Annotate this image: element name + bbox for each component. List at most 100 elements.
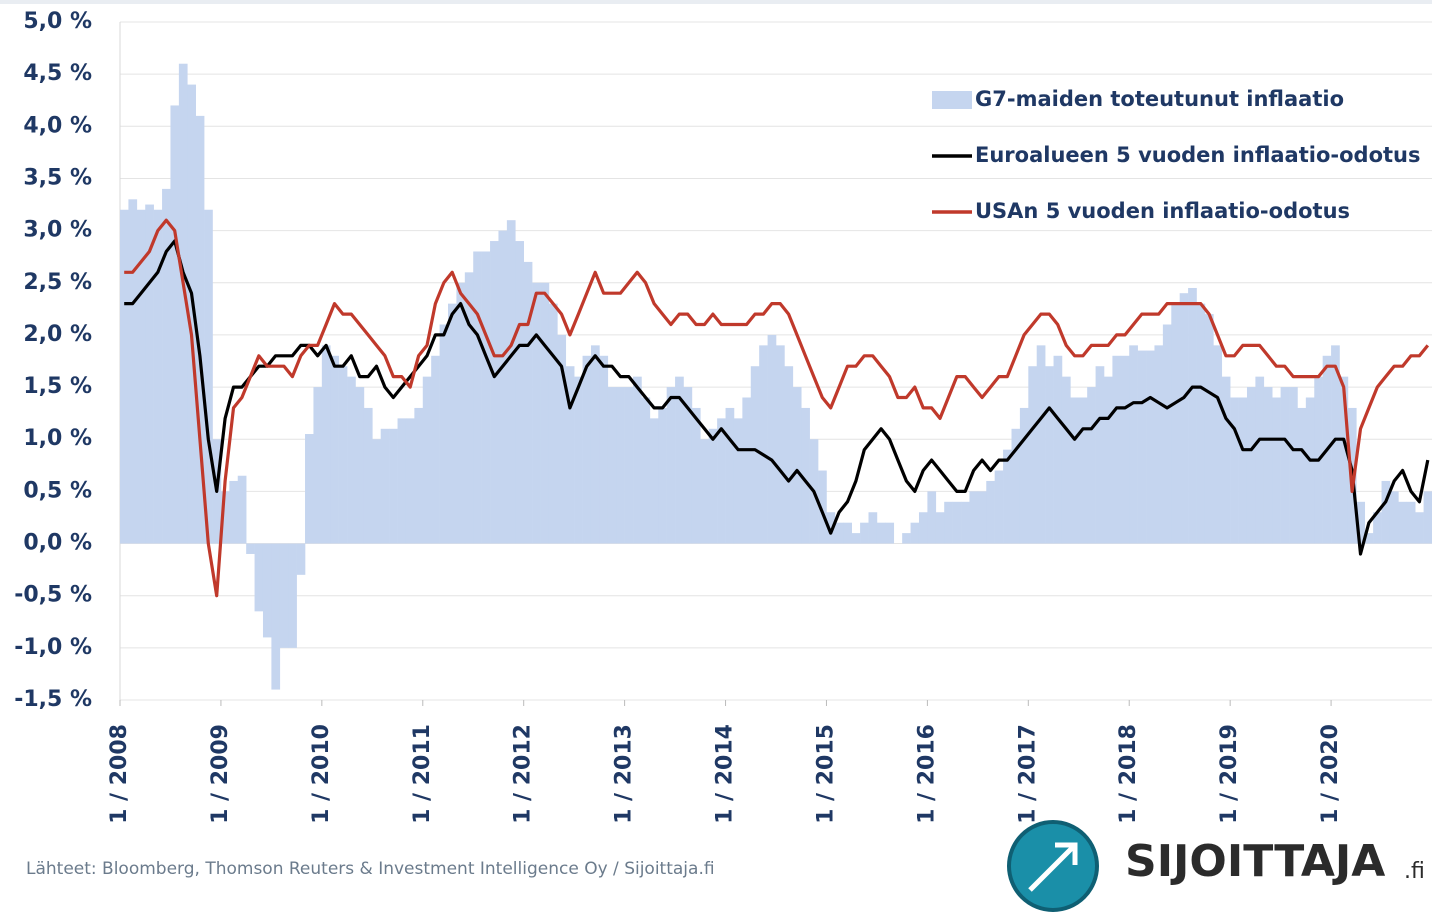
bar xyxy=(313,387,323,544)
bar xyxy=(1104,376,1113,544)
logo-arrow xyxy=(1028,842,1078,892)
bar xyxy=(708,428,718,544)
bar xyxy=(582,355,592,544)
bar xyxy=(1070,397,1080,544)
bar xyxy=(1120,355,1130,544)
bar xyxy=(607,387,617,544)
bar xyxy=(1331,345,1340,544)
bar xyxy=(220,491,230,544)
bar xyxy=(885,522,895,544)
bar xyxy=(145,204,154,544)
bar xyxy=(372,439,382,544)
bar xyxy=(649,418,659,544)
bar xyxy=(548,303,558,544)
bar xyxy=(1003,449,1012,544)
bar xyxy=(187,84,196,544)
bar xyxy=(1230,397,1239,544)
bar xyxy=(801,407,810,544)
bar xyxy=(1297,407,1307,544)
bar xyxy=(237,475,247,544)
bar xyxy=(389,428,398,544)
x-tick-label: 1 / 2010 xyxy=(309,724,334,824)
bar xyxy=(422,376,432,544)
bar xyxy=(792,387,802,544)
bar xyxy=(935,512,945,544)
bar xyxy=(902,533,911,544)
bar xyxy=(464,272,474,544)
bar xyxy=(170,105,180,544)
bar xyxy=(851,533,861,544)
legend-label: G7-maiden toteutunut inflaatio xyxy=(975,87,1344,111)
bar xyxy=(1221,376,1231,544)
source: Lähteet: Bloomberg, Thomson Reuters & In… xyxy=(26,859,715,879)
bar xyxy=(927,491,937,544)
bar xyxy=(994,470,1004,544)
bar xyxy=(565,366,575,544)
bar xyxy=(515,241,524,544)
x-tick-label: 1 / 2016 xyxy=(914,724,939,824)
bar xyxy=(1423,491,1432,544)
logo-name: SIJOITTAJA xyxy=(1125,836,1385,887)
bar xyxy=(162,188,171,544)
x-tick-label: 1 / 2008 xyxy=(107,724,132,824)
legend-swatch xyxy=(932,91,972,109)
bar xyxy=(229,480,239,544)
bar xyxy=(557,334,567,544)
bar xyxy=(834,522,844,544)
x-tick-label: 1 / 2012 xyxy=(511,724,536,824)
bar xyxy=(498,230,508,544)
bar xyxy=(969,491,979,544)
bar xyxy=(120,209,129,544)
bar xyxy=(330,355,339,544)
bar xyxy=(1255,376,1265,544)
bar xyxy=(246,543,255,554)
bar xyxy=(599,355,609,544)
bar xyxy=(944,501,953,544)
bar xyxy=(405,418,415,544)
bar xyxy=(380,428,390,544)
y-tick-label: 0,0 % xyxy=(23,531,92,556)
bar xyxy=(1406,501,1416,544)
bar xyxy=(1398,501,1408,544)
bar xyxy=(717,418,726,544)
bar xyxy=(1204,314,1214,544)
x-tick-label: 1 / 2014 xyxy=(713,724,738,824)
bar xyxy=(767,334,777,544)
bar xyxy=(1188,287,1197,544)
bars xyxy=(120,63,1432,690)
bar xyxy=(1364,533,1374,544)
bar xyxy=(750,366,760,544)
bar xyxy=(683,387,693,544)
bar xyxy=(178,63,188,544)
y-tick-label: 0,5 % xyxy=(23,478,92,503)
bar xyxy=(153,209,163,544)
bar xyxy=(641,397,651,544)
bar xyxy=(296,543,306,575)
bar xyxy=(1246,387,1256,544)
bar xyxy=(439,324,449,544)
bar xyxy=(1196,303,1206,544)
bar xyxy=(321,345,331,544)
bar xyxy=(506,220,516,544)
bar xyxy=(1036,345,1046,544)
bar xyxy=(725,407,735,544)
legend-label: USAn 5 vuoden inflaatio-odotus xyxy=(975,199,1350,223)
x-tick-label: 1 / 2011 xyxy=(410,724,435,824)
bar xyxy=(675,376,684,544)
bar xyxy=(204,209,213,544)
bar xyxy=(1061,376,1071,544)
bar xyxy=(1045,366,1054,544)
x-tick-label: 1 / 2019 xyxy=(1217,724,1242,824)
bar xyxy=(624,387,634,544)
bar xyxy=(1356,501,1366,544)
x-tick-label: 1 / 2020 xyxy=(1318,724,1343,824)
line xyxy=(124,239,1430,556)
bar xyxy=(363,407,373,544)
bar xyxy=(1162,324,1172,544)
bar xyxy=(448,303,457,544)
bar xyxy=(1213,345,1223,544)
legend-label: Euroalueen 5 vuoden inflaatio-odotus xyxy=(975,143,1420,167)
x-tick-label: 1 / 2009 xyxy=(208,724,233,824)
bar xyxy=(1171,303,1180,544)
